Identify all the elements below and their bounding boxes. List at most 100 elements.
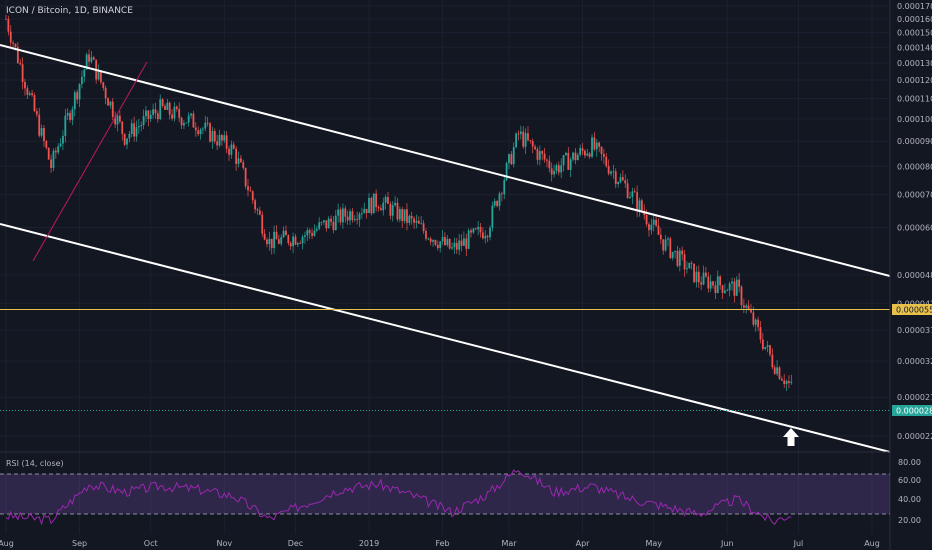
- candle-body: [12, 43, 14, 44]
- candle-body: [143, 116, 145, 125]
- time-tick-label: Dec: [288, 539, 303, 548]
- candle-body: [233, 145, 235, 149]
- candle-body: [515, 134, 517, 148]
- candle-body: [81, 77, 83, 84]
- candle-body: [147, 111, 149, 119]
- candle-body: [352, 211, 354, 220]
- candle-body: [463, 238, 465, 245]
- candle-body: [487, 236, 489, 237]
- candle-body: [700, 282, 702, 284]
- candle-body: [575, 153, 577, 160]
- candle-body: [496, 201, 498, 206]
- candle-body: [178, 109, 180, 118]
- candle-body: [601, 147, 603, 154]
- candle-body: [527, 133, 529, 140]
- candle-body: [551, 168, 553, 174]
- candle-body: [166, 103, 168, 110]
- candle-body: [660, 235, 662, 240]
- candle-body: [567, 153, 569, 170]
- candle-body: [693, 264, 695, 282]
- candle-body: [406, 209, 408, 223]
- candle-body: [240, 158, 242, 162]
- candle-body: [221, 135, 223, 141]
- candle-body: [138, 126, 140, 127]
- candle-body: [10, 32, 12, 43]
- candle-body: [136, 127, 138, 136]
- candle-body: [537, 149, 539, 160]
- candle-body: [743, 305, 745, 307]
- candle-body: [779, 367, 781, 378]
- candle-body: [764, 347, 766, 349]
- candle-body: [461, 241, 463, 246]
- candle-body: [532, 141, 534, 147]
- candle-body: [491, 206, 493, 228]
- candle-body: [283, 231, 285, 237]
- candle-body: [337, 210, 339, 216]
- candle-body: [335, 216, 337, 230]
- candle-body: [615, 171, 617, 184]
- candle-body: [745, 305, 747, 307]
- time-tick-label: Jul: [793, 539, 804, 548]
- price-tick-label: 0.0001000: [897, 115, 932, 124]
- rsi-tick-80: 80.00: [898, 458, 921, 467]
- rsi-tick-40: 40.00: [898, 495, 921, 504]
- candle-body: [696, 272, 698, 282]
- candle-body: [733, 282, 735, 296]
- candle-body: [586, 154, 588, 156]
- time-tick-label: Sep: [72, 539, 87, 548]
- candle-body: [72, 109, 74, 120]
- candle-body: [361, 213, 363, 214]
- candle-body: [174, 107, 176, 119]
- price-tick-label: 0.0000270: [897, 393, 932, 402]
- candle-body: [513, 147, 515, 164]
- candle-body: [102, 82, 104, 88]
- candle-body: [767, 345, 769, 347]
- candle-body: [646, 215, 648, 224]
- candle-body: [185, 122, 187, 123]
- candle-body: [399, 209, 401, 219]
- candle-body: [774, 367, 776, 374]
- time-tick-label: Nov: [216, 539, 232, 548]
- candle-body: [631, 191, 633, 197]
- candle-body: [786, 381, 788, 384]
- candle-body: [318, 222, 320, 229]
- candle-body: [762, 340, 764, 349]
- candle-body: [482, 232, 484, 238]
- candle-body: [546, 160, 548, 161]
- candle-body: [323, 220, 325, 222]
- candle-body: [276, 232, 278, 239]
- candle-body: [91, 57, 93, 61]
- candle-body: [366, 209, 368, 213]
- candle-body: [591, 137, 593, 156]
- candle-body: [200, 130, 202, 134]
- candle-body: [477, 227, 479, 229]
- price-tick-label: 0.0001600: [897, 15, 932, 24]
- svg-text:0.0000550: 0.0000550: [896, 306, 932, 315]
- candle-body: [416, 221, 418, 223]
- candle-body: [385, 197, 387, 203]
- price-tick-label: 0.0001700: [897, 2, 932, 11]
- candle-body: [755, 320, 757, 325]
- candle-body: [667, 238, 669, 239]
- candle-body: [266, 240, 268, 244]
- svg-text:0.0000282: 0.0000282: [896, 407, 932, 416]
- candle-body: [484, 236, 486, 238]
- candle-body: [582, 148, 584, 151]
- candle-body: [5, 19, 7, 20]
- candle-body: [715, 285, 717, 293]
- candle-body: [247, 186, 249, 190]
- candle-body: [117, 116, 119, 125]
- candle-body: [427, 239, 429, 240]
- candle-body: [50, 159, 52, 167]
- time-tick-label: Jun: [720, 539, 734, 548]
- rsi-tick-20: 20.00: [898, 516, 921, 525]
- candle-body: [539, 151, 541, 160]
- candle-body: [328, 219, 330, 229]
- candle-body: [558, 165, 560, 172]
- candle-body: [446, 239, 448, 245]
- candle-body: [140, 125, 142, 126]
- candle-body: [518, 134, 520, 135]
- price-tick-label: 0.0000800: [897, 162, 932, 171]
- candle-body: [342, 208, 344, 222]
